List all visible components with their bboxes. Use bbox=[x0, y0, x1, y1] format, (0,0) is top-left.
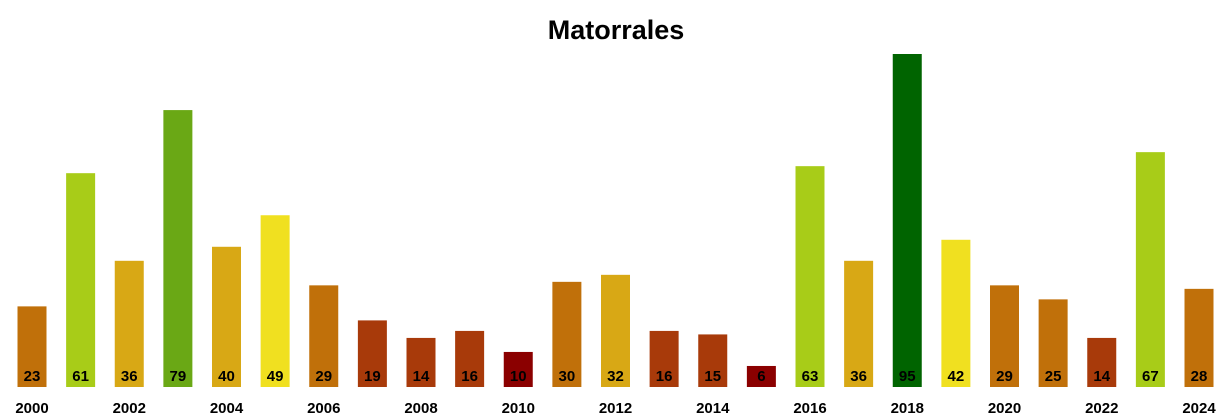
bar bbox=[163, 110, 193, 387]
bar bbox=[1087, 337, 1117, 387]
value-label: 61 bbox=[72, 368, 89, 385]
bar bbox=[844, 260, 874, 387]
x-tick-label: 2004 bbox=[210, 400, 244, 417]
bar bbox=[990, 285, 1019, 387]
bar bbox=[212, 246, 241, 387]
value-label: 32 bbox=[607, 368, 624, 385]
x-tick-label: 2020 bbox=[988, 400, 1021, 417]
x-tick-label: 2012 bbox=[599, 400, 632, 417]
x-tick-label: 2018 bbox=[891, 400, 924, 417]
value-label: 29 bbox=[315, 368, 332, 385]
bar bbox=[455, 330, 485, 387]
value-label: 36 bbox=[121, 368, 138, 385]
bar bbox=[357, 320, 387, 387]
bar bbox=[503, 351, 533, 387]
bar bbox=[698, 334, 728, 387]
x-tick-label: 2002 bbox=[113, 400, 146, 417]
x-tick-label: 2014 bbox=[696, 400, 730, 417]
bar bbox=[795, 166, 825, 387]
x-tick-label: 2000 bbox=[15, 400, 48, 417]
bar bbox=[746, 365, 776, 387]
bar bbox=[552, 281, 582, 387]
bar bbox=[1038, 299, 1068, 387]
bar bbox=[66, 173, 96, 387]
bar bbox=[114, 260, 144, 387]
bar bbox=[1135, 152, 1165, 387]
bar bbox=[892, 54, 922, 387]
value-label: 16 bbox=[656, 368, 673, 385]
x-tick-label: 2010 bbox=[502, 400, 535, 417]
value-label: 6 bbox=[757, 368, 765, 385]
value-label: 36 bbox=[850, 368, 867, 385]
bar bbox=[601, 274, 630, 387]
chart-title: Matorrales bbox=[548, 15, 685, 45]
x-tick-label: 2008 bbox=[404, 400, 437, 417]
value-label: 28 bbox=[1191, 368, 1208, 385]
value-label: 40 bbox=[218, 368, 235, 385]
bar bbox=[406, 337, 436, 387]
value-label: 23 bbox=[24, 368, 41, 385]
value-label: 67 bbox=[1142, 368, 1159, 385]
value-label: 16 bbox=[461, 368, 478, 385]
x-tick-label: 2016 bbox=[793, 400, 826, 417]
bar bbox=[1184, 288, 1214, 387]
value-label: 15 bbox=[704, 368, 721, 385]
bar bbox=[649, 330, 679, 387]
value-label: 30 bbox=[559, 368, 576, 385]
bar bbox=[17, 306, 47, 387]
x-tick-label: 2024 bbox=[1182, 400, 1216, 417]
value-label: 42 bbox=[948, 368, 965, 385]
value-label: 14 bbox=[413, 368, 430, 385]
value-label: 63 bbox=[802, 368, 819, 385]
bar bbox=[309, 285, 339, 387]
x-tick-label: 2006 bbox=[307, 400, 340, 417]
value-label: 10 bbox=[510, 368, 527, 385]
value-label: 14 bbox=[1093, 368, 1110, 385]
bar bbox=[941, 239, 971, 387]
x-tick-label: 2022 bbox=[1085, 400, 1118, 417]
value-label: 29 bbox=[996, 368, 1013, 385]
value-label: 25 bbox=[1045, 368, 1062, 385]
value-label: 19 bbox=[364, 368, 381, 385]
value-label: 79 bbox=[170, 368, 187, 385]
value-label: 49 bbox=[267, 368, 284, 385]
bar bbox=[260, 215, 290, 387]
value-label: 95 bbox=[899, 368, 916, 385]
